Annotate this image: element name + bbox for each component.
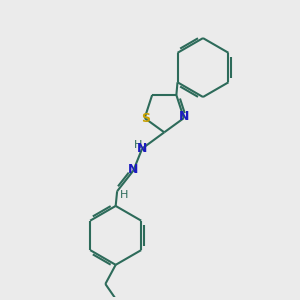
Text: N: N (179, 110, 189, 123)
Text: H: H (134, 140, 142, 150)
Text: H: H (119, 190, 128, 200)
Text: N: N (128, 163, 139, 176)
Text: S: S (142, 112, 151, 124)
Text: N: N (137, 142, 147, 155)
